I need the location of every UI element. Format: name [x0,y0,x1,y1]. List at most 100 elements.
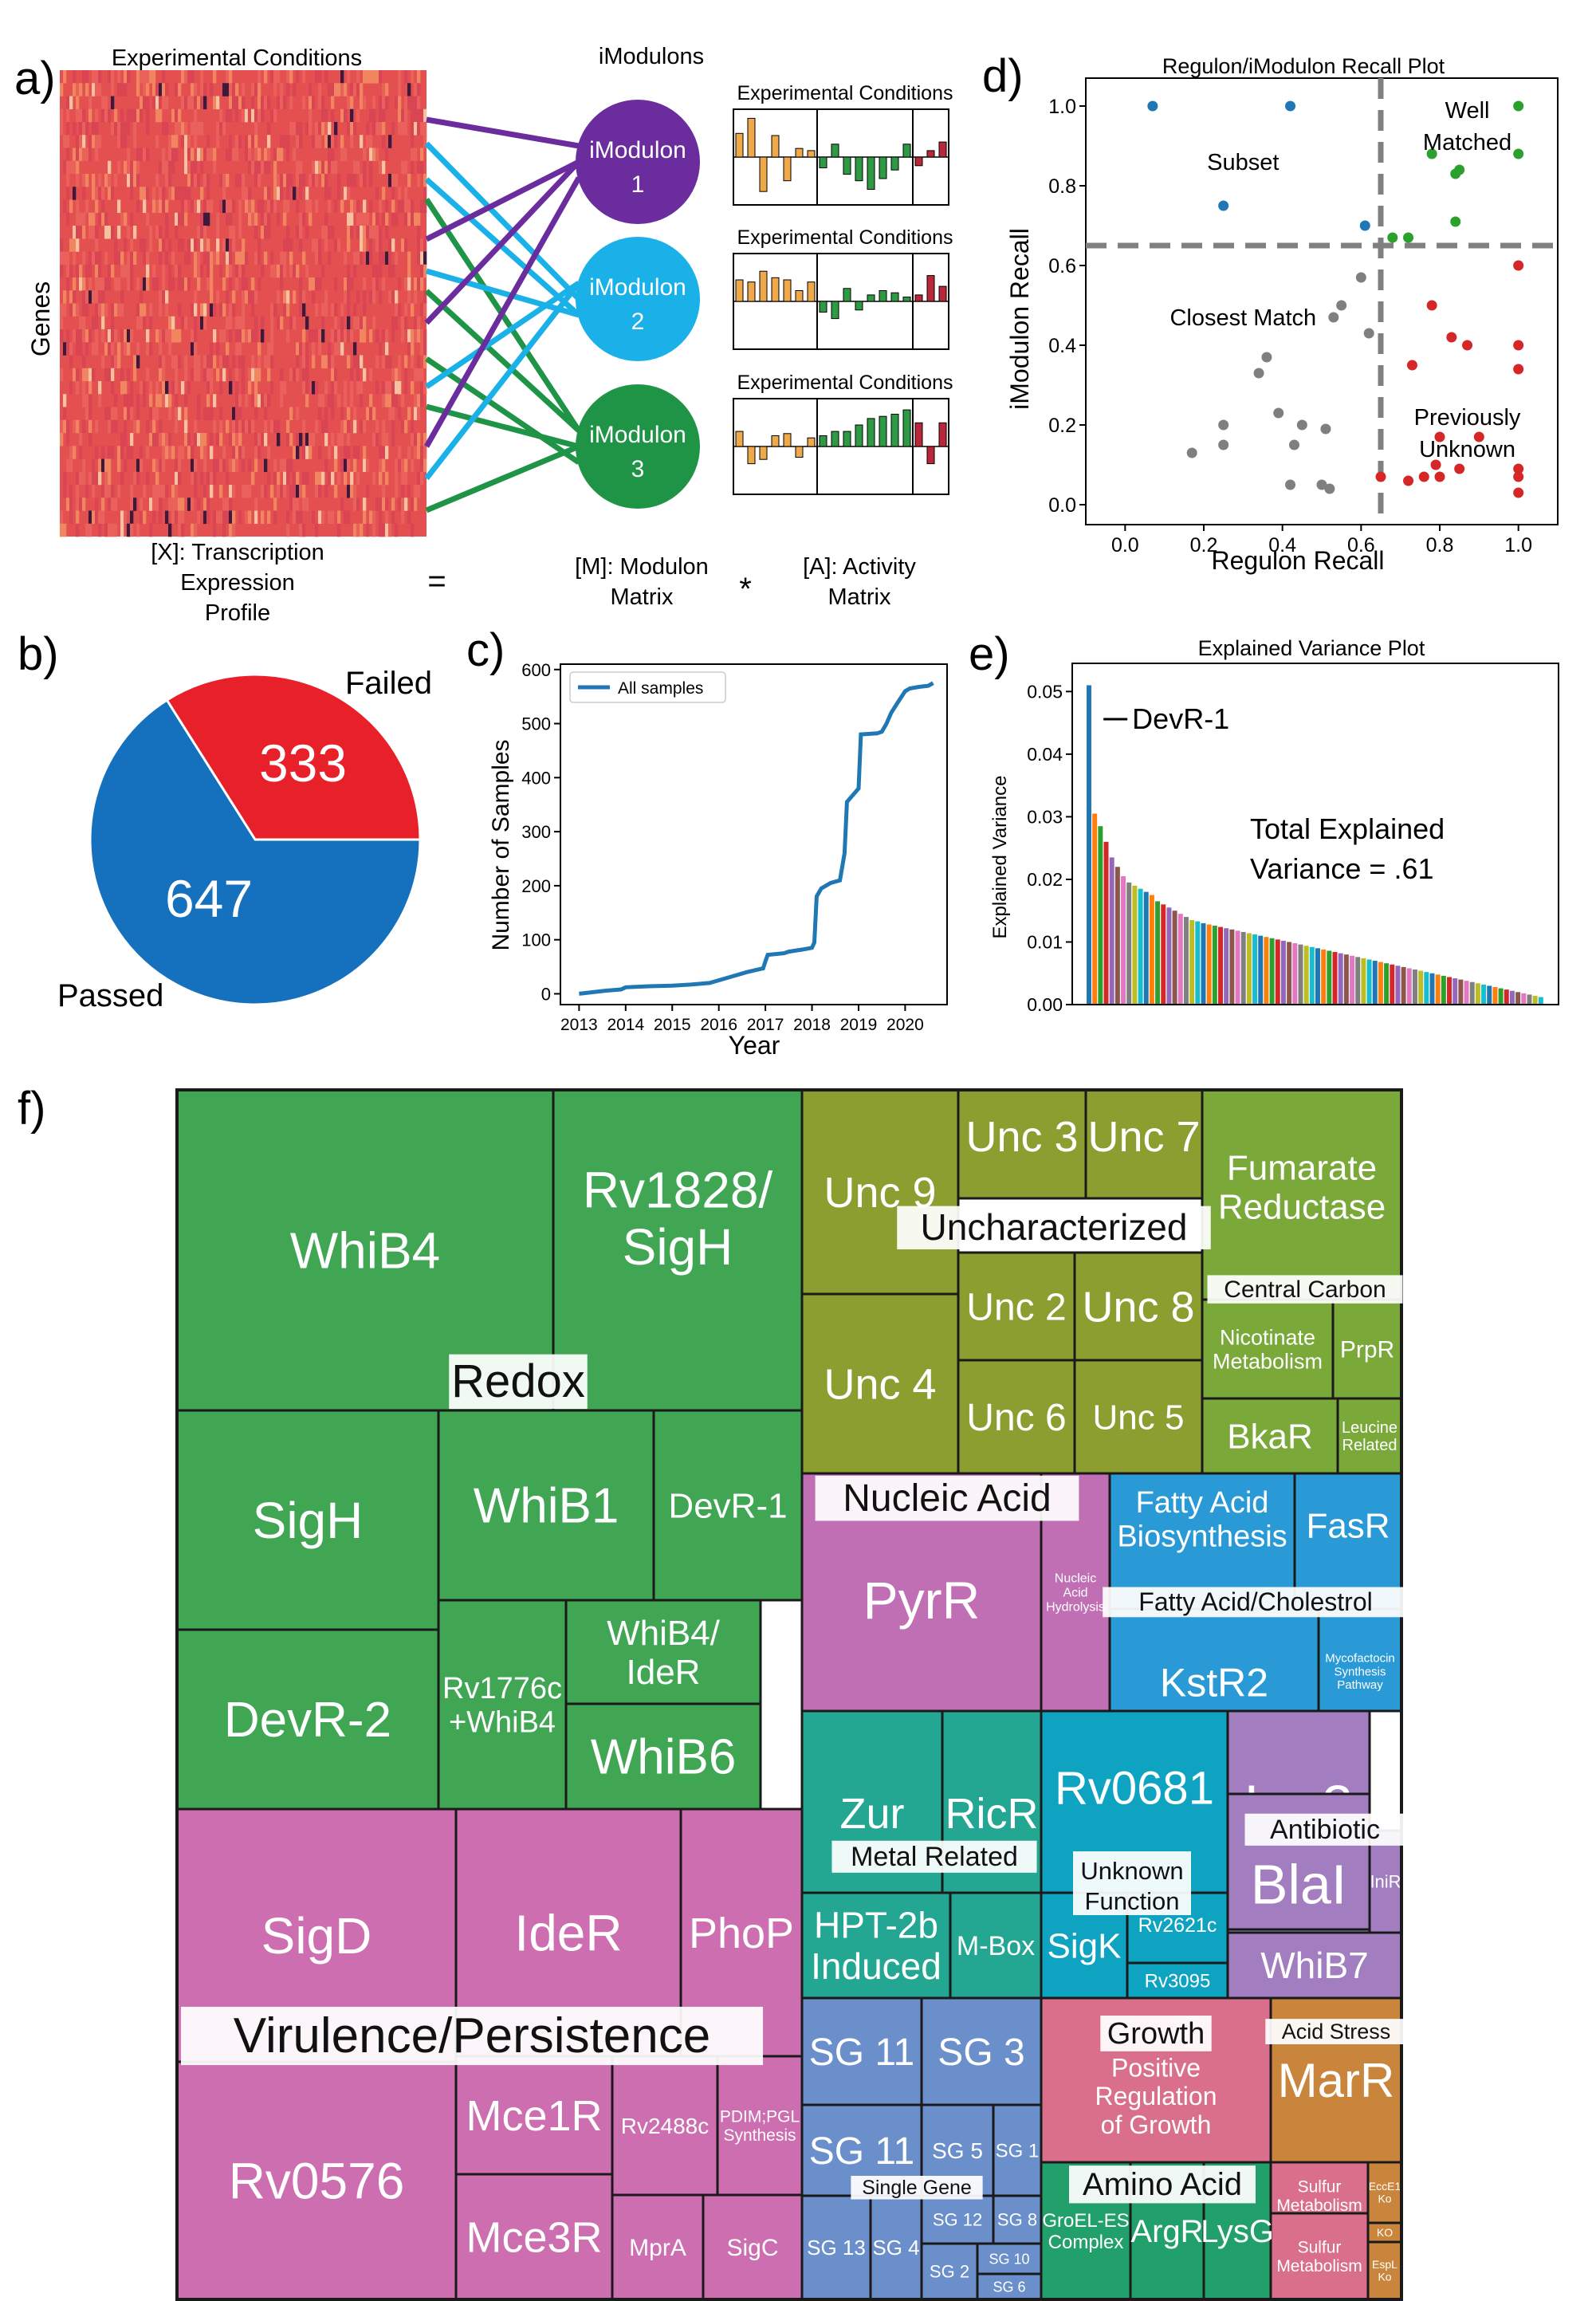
times-sign: * [739,572,752,607]
treemap-tile-label: LysG [1201,2214,1274,2249]
e-bar [1275,939,1280,1005]
activity-bar [735,279,744,302]
e-bar [1515,992,1521,1005]
treemap-tile-label: M-Box [957,1931,1035,1961]
recall-scatter: 0.0 0.2 0.4 0.6 0.8 1.0 0.0 0.2 0.4 0.6 0.8 1.0 Subs… [1048,77,1559,557]
treemap-tile-label: Rv1776c [442,1672,562,1705]
activity-bar [914,422,923,447]
d-xtick-label: 0.0 [1111,534,1139,557]
e-bar [1321,949,1327,1005]
treemap-tile-sg12: SG 12 [920,2194,995,2245]
e-bar [1475,983,1480,1005]
treemap-tile-mce1r: Mce1R [454,2055,614,2176]
d-point [1454,463,1465,474]
treemap-tile-label: Metabolism [1276,2257,1362,2275]
treemap-tile-label: SG 1 [996,2140,1040,2161]
c-xtick-label: 2016 [700,1016,737,1034]
treemap-tile-label: Unc 7 [1087,1113,1200,1161]
activity-bar [783,433,792,447]
x-label-line3: Profile [205,600,270,626]
panel-a: Experimental Conditions Genes [X]: Trans… [26,44,953,626]
activity-bar [879,156,887,179]
c-xtick-label: 2014 [607,1016,644,1034]
treemap-category-label: Redox [451,1355,585,1407]
treemap-tile-label: SigK [1048,1926,1122,1965]
pie-label-passed: Passed [57,978,163,1013]
e-bar [1361,958,1366,1005]
e-first-bar-label: DevR-1 [1132,702,1229,735]
treemap-category-label: Metal Related [851,1842,1018,1872]
a-label-line1: [A]: Activity [803,554,916,580]
c-xtick-label: 2015 [654,1016,691,1034]
genes-label: Genes [26,281,55,356]
e-bar [1338,953,1343,1005]
activity-bar [735,132,744,158]
treemap-tile-label: SG 4 [872,2236,919,2260]
e-bar [1350,955,1355,1005]
treemap-tile-unc3: Unc 3 [957,1088,1087,1200]
activity-bar [902,297,911,302]
e-bar [1464,981,1469,1005]
activity-bar [795,446,804,458]
e-bar [1453,978,1458,1005]
activity-bar [867,418,875,447]
treemap-tile-unc2: Unc 2 [957,1251,1076,1362]
activity-title: Experimental Conditions [737,372,953,394]
e-bar [1138,888,1143,1005]
e-bar [1504,989,1509,1005]
e-bar [1143,891,1149,1005]
treemap-tile-sg2: SG 2 [920,2242,979,2301]
treemap-tile-label: Rv1828/ [583,1162,773,1219]
d-point [1426,148,1437,159]
c-series-line [579,681,934,996]
e-bar [1114,867,1120,1005]
e-bar [1103,841,1109,1005]
treemap-category-redox: Redox [449,1354,588,1410]
treemap-tile-sg8: SG 8 [992,2194,1043,2245]
activity-bar [867,294,875,302]
activity-bar [747,446,756,465]
treemap-tile-label: Leucine [1342,1419,1397,1437]
e-bar [1384,963,1390,1005]
treemap-tile-label: Unc 6 [966,1397,1066,1439]
treemap-frame [175,1088,1403,2301]
treemap-category-virulence-persistence: Virulence/Persistence [180,2006,764,2066]
activity-bar [747,117,756,158]
e-bar [1424,972,1429,1005]
treemap-tile-label: IdeR [514,1904,622,1961]
c-xlabel: Year [729,1031,780,1060]
e-bar [1429,973,1435,1005]
e-bar [1201,922,1206,1005]
panel-e-bar-chart: Explained Variance Plot 0.00 0.01 0.02 0.03… [989,636,1559,1015]
e-bar [1172,911,1177,1005]
treemap-tile-mce3r: Mce3R [454,2173,614,2301]
e-bar [1235,930,1240,1005]
treemap-tile-label: SG 8 [997,2210,1037,2230]
treemap-category-acid-stress: Acid Stress [1265,2019,1407,2045]
treemap-tile-label: KstR2 [1160,1661,1268,1705]
treemap-category-uncharacterized: Uncharacterized [897,1206,1211,1249]
treemap-category-label: Function [1085,1887,1180,1915]
d-point [1355,272,1366,283]
e-bar [1532,996,1538,1005]
treemap-tile-label: Nicotinate [1220,1325,1315,1349]
d-point [1316,479,1327,490]
imodulon-node-number: 1 [631,171,645,198]
treemap-tile-label: BkaR [1227,1417,1313,1456]
e-bar [1292,943,1298,1005]
d-annotation: Previously [1414,405,1521,431]
d-point [1403,232,1414,243]
treemap-tile-label: WhiB4/ [607,1614,721,1653]
d-point [1328,312,1339,323]
treemap-category-fatty-acid-cholestrol: Fatty Acid/Cholestrol [1103,1587,1409,1618]
treemap-tile-sg3: SG 3 [920,1996,1043,2106]
treemap-tile-label: Ko [1378,2271,1391,2283]
d-point [1446,332,1457,343]
e-bar [1492,987,1498,1005]
e-bar [1498,988,1504,1005]
e-bar [1132,885,1138,1005]
imodulon-node-label: iModulon [589,274,686,301]
